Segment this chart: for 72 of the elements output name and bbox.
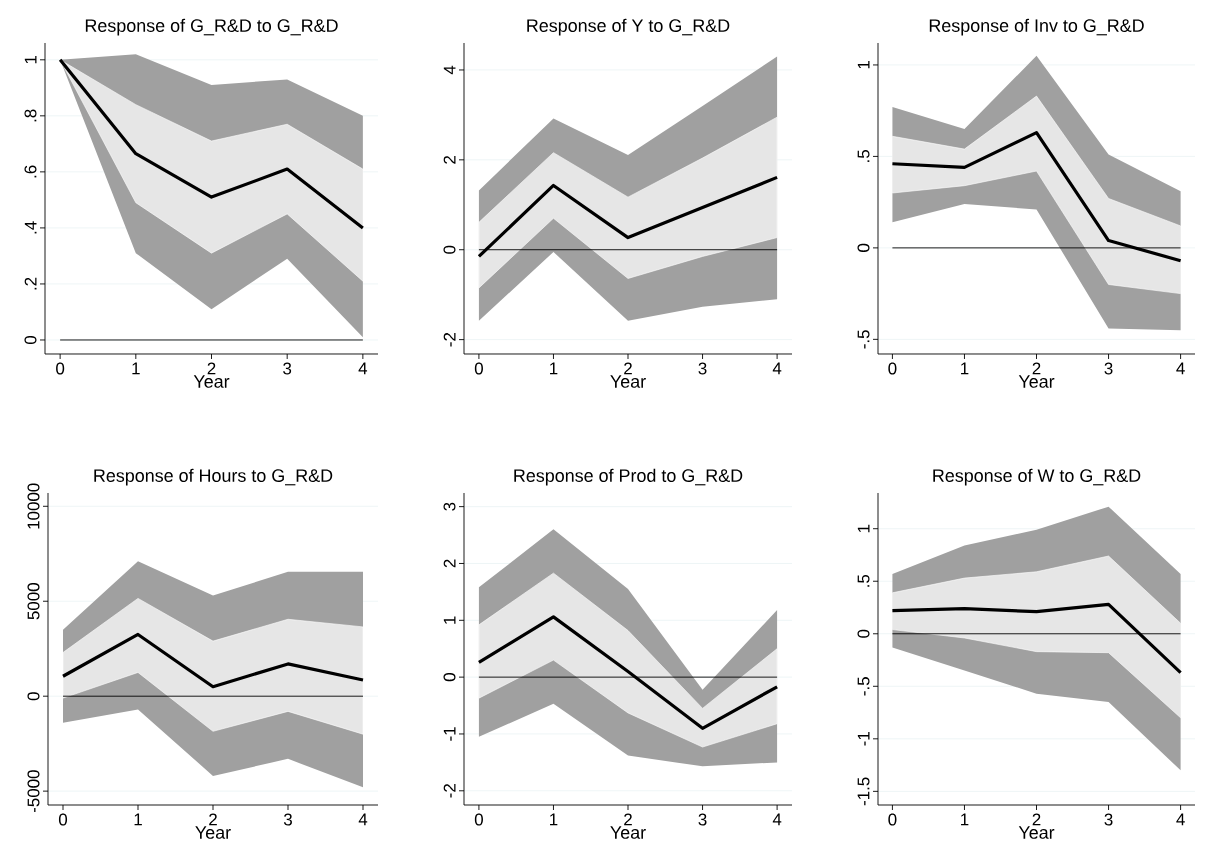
x-tick-label: 1 — [550, 813, 558, 826]
y-tick-label: 0 — [857, 629, 870, 638]
x-tick-label: 4 — [358, 813, 368, 826]
chart-title: Response of Y to G_R&D — [527, 18, 730, 36]
x-tick-label: 4 — [1176, 362, 1185, 375]
chart-title: Response of W to G_R&D — [933, 468, 1141, 486]
x-tick-label: 0 — [56, 362, 65, 375]
x-tick-label: 1 — [550, 362, 558, 375]
x-tick-label: 2 — [624, 362, 632, 375]
y-tick-label: 0 — [443, 673, 456, 682]
x-tick-label: 2 — [1032, 813, 1041, 826]
y-tick-label: .8 — [24, 109, 37, 122]
x-tick-label: 1 — [961, 362, 969, 375]
y-tick-label: 4 — [443, 65, 456, 75]
x-axis-title: Year — [1018, 375, 1055, 388]
x-axis-title: Year — [610, 375, 646, 388]
x-tick-label: 3 — [1104, 813, 1113, 826]
x-tick-label: 4 — [358, 362, 368, 375]
x-axis-title: Year — [195, 826, 231, 839]
x-tick-label: 0 — [888, 813, 897, 826]
x-tick-label: 0 — [474, 813, 483, 826]
y-tick-label: -1 — [857, 732, 870, 746]
y-tick-label: 1 — [24, 55, 37, 64]
x-tick-label: 3 — [283, 362, 292, 375]
x-tick-label: 4 — [1176, 813, 1185, 826]
y-tick-label: 0 — [857, 243, 870, 252]
x-tick-label: 2 — [209, 813, 217, 826]
x-tick-label: 2 — [1032, 362, 1041, 375]
y-tick-label: .2 — [24, 277, 37, 290]
y-tick-label: -1 — [443, 727, 456, 741]
y-tick-label: -.5 — [857, 677, 870, 696]
y-tick-label: 1 — [443, 616, 456, 624]
x-tick-label: 1 — [134, 813, 142, 826]
chart-title: Response of G_R&D to G_R&D — [85, 18, 338, 36]
y-tick-label: -2 — [443, 784, 456, 798]
x-axis-title: Year — [1018, 826, 1055, 839]
x-tick-label: 3 — [698, 813, 707, 826]
x-axis-title: Year — [193, 375, 230, 388]
x-tick-label: 4 — [772, 813, 782, 826]
y-tick-label: 1 — [857, 524, 870, 533]
chart-title: Response of Hours to G_R&D — [94, 468, 333, 486]
y-tick-label: 3 — [443, 502, 456, 511]
x-tick-label: 2 — [207, 362, 216, 375]
y-tick-label: 5000 — [27, 583, 40, 620]
y-tick-label: -2 — [443, 332, 456, 347]
y-tick-label: 2 — [443, 559, 456, 568]
y-tick-label: .5 — [857, 574, 870, 587]
x-tick-label: 3 — [283, 813, 292, 826]
y-tick-label: 2 — [443, 155, 456, 164]
x-tick-label: 4 — [772, 362, 782, 375]
x-tick-label: 3 — [1104, 362, 1113, 375]
x-tick-label: 1 — [961, 813, 969, 826]
x-tick-label: 0 — [888, 362, 897, 375]
y-tick-label: .6 — [24, 165, 37, 178]
y-tick-label: 0 — [24, 335, 37, 345]
x-tick-label: 3 — [698, 362, 707, 375]
y-tick-label: 0 — [443, 245, 456, 254]
x-tick-label: 2 — [624, 813, 632, 826]
y-tick-label: .5 — [857, 150, 870, 162]
y-tick-label: 10000 — [27, 483, 40, 529]
y-tick-label: -.5 — [857, 330, 870, 349]
x-tick-label: 0 — [474, 362, 483, 375]
y-tick-label: 1 — [857, 61, 870, 69]
y-tick-label: -5000 — [27, 770, 40, 813]
x-tick-label: 0 — [58, 813, 68, 826]
chart-title: Response of Inv to G_R&D — [929, 18, 1144, 36]
x-axis-title: Year — [610, 826, 646, 839]
y-tick-label: -1.5 — [857, 777, 870, 806]
y-tick-label: .4 — [24, 221, 37, 234]
x-tick-label: 1 — [132, 362, 140, 375]
y-tick-label: 0 — [27, 692, 40, 701]
chart-title: Response of Prod to G_R&D — [514, 468, 743, 486]
